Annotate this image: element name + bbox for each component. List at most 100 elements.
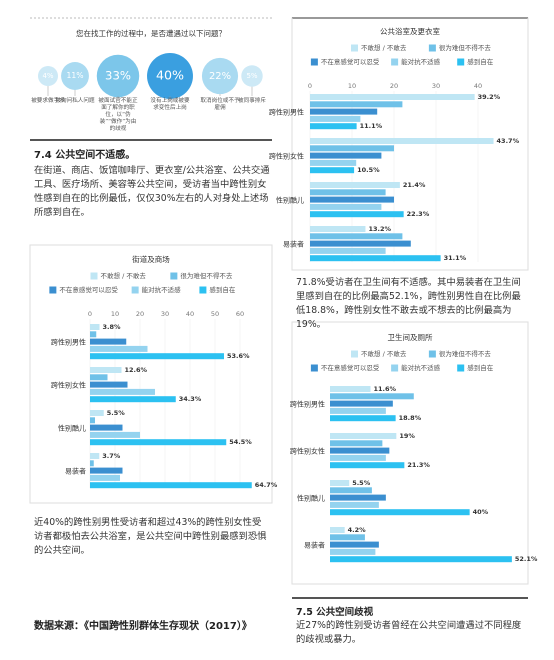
legend-swatch — [391, 58, 399, 66]
value-label: 31.1% — [444, 254, 467, 262]
x-tick-label: 0 — [308, 82, 312, 90]
bubble-caption: 被同事排斥 — [238, 98, 266, 104]
bar — [330, 556, 512, 563]
bar — [90, 460, 94, 467]
paragraph: 71.8%受访者在卫生间有不适感。其中易装者在卫生间里感到自在的比例最高52.1… — [296, 277, 521, 330]
bubble-label: 22% — [209, 71, 231, 82]
category-label: 跨性别女性 — [269, 151, 304, 160]
bar — [330, 386, 371, 392]
x-tick-label: 10 — [111, 310, 119, 318]
bar — [90, 424, 123, 431]
bar — [90, 345, 148, 352]
bar — [330, 534, 365, 541]
chart-frame — [291, 17, 529, 271]
value-label: 64.7% — [255, 481, 278, 489]
legend-swatch — [351, 44, 358, 52]
bar — [330, 407, 386, 414]
value-label: 53.6% — [227, 352, 250, 360]
bar — [330, 494, 386, 501]
bar — [330, 400, 393, 407]
bar — [310, 226, 366, 232]
legend-label: 不敢想 / 不敢去 — [361, 43, 407, 52]
bar — [330, 440, 383, 447]
legend-label: 不在意感觉可以忍受 — [321, 363, 380, 372]
bubble-label: 11% — [66, 71, 83, 80]
bar — [330, 541, 379, 548]
chart-title: 您在找工作的过程中，是否遭遇过以下问题？ — [76, 28, 226, 38]
bar — [310, 189, 386, 196]
x-tick-label: 30 — [432, 82, 440, 90]
x-tick-label: 40 — [186, 310, 194, 318]
value-label: 10.5% — [357, 166, 380, 174]
value-label: 40% — [473, 508, 489, 516]
legend-swatch — [310, 364, 318, 372]
category-label: 跨性别女性 — [290, 446, 325, 455]
bubble-label: 33% — [105, 69, 131, 83]
chart-title: 街道及商场 — [132, 254, 170, 264]
section-heading: 7.4 公共空间不适感。 — [34, 150, 136, 161]
category-label: 易装者 — [65, 466, 86, 475]
category-label: 性别酷儿 — [58, 423, 86, 432]
legend-label: 能对抗不适感 — [401, 363, 441, 372]
category-label: 跨性别男性 — [290, 399, 325, 408]
bar — [310, 203, 382, 210]
category-label: 易装者 — [283, 239, 304, 248]
bar — [90, 453, 100, 459]
bar — [90, 482, 252, 489]
value-label: 21.3% — [407, 461, 430, 469]
bar — [310, 101, 403, 108]
category-label: 性别酷儿 — [297, 493, 325, 502]
legend-label: 很为难但不得不去 — [439, 349, 492, 358]
legend-label: 不敢想 / 不敢去 — [101, 271, 147, 280]
chart-frame — [29, 244, 273, 504]
category-label: 跨性别女性 — [51, 380, 86, 389]
bar — [330, 480, 350, 486]
value-label: 3.8% — [103, 323, 122, 331]
chart-title: 公共浴室及更衣室 — [380, 26, 440, 36]
chart-frame — [291, 321, 529, 585]
x-tick-label: 10 — [348, 82, 356, 90]
x-tick-label: 30 — [161, 310, 169, 318]
bubble — [96, 54, 140, 98]
paragraph: 在街道、商店、饭馆咖啡厅、更衣室/公共浴室、公共交通工具、医疗场所、美容等公共空… — [34, 165, 270, 218]
x-tick-label: 20 — [390, 82, 398, 90]
bar — [310, 240, 411, 247]
value-label: 52.1% — [515, 555, 538, 563]
bar — [310, 167, 355, 174]
x-tick-label: 20 — [136, 310, 144, 318]
value-label: 4.2% — [348, 526, 367, 534]
category-label: 跨性别男性 — [269, 107, 304, 116]
value-label: 21.4% — [403, 181, 426, 189]
bar — [310, 211, 404, 218]
bubble — [241, 65, 263, 87]
bar — [330, 462, 405, 469]
legend-label: 感到自在 — [467, 57, 494, 66]
bar — [90, 467, 123, 474]
bubble-caption: 被面试官不能正面了解你的职位，以“伪装”“做作”为由的歧视 — [98, 98, 138, 132]
bubble-label: 40% — [156, 68, 184, 83]
bar — [90, 338, 127, 345]
legend-label: 很为难但不得不去 — [180, 271, 233, 280]
bar — [330, 548, 376, 555]
value-label: 19% — [399, 432, 415, 440]
legend-swatch — [310, 58, 318, 66]
bar — [310, 115, 361, 122]
legend-label: 不在意感觉可以忍受 — [59, 285, 118, 294]
bar — [330, 527, 345, 533]
bar — [310, 233, 403, 240]
bar — [330, 393, 414, 400]
bar — [330, 415, 396, 422]
value-label: 5.5% — [107, 409, 126, 417]
legend-swatch — [457, 58, 465, 66]
bubble-caption: 被询问私人问题 — [55, 98, 95, 104]
legend-swatch — [131, 286, 139, 294]
legend-label: 很为难但不得不去 — [439, 43, 492, 52]
x-tick-label: 60 — [236, 310, 244, 318]
source: 数据来源：《中国跨性别群体生存现状（2017）》 — [34, 621, 252, 632]
value-label: 22.3% — [407, 210, 430, 218]
bar — [90, 331, 97, 338]
bar — [90, 396, 176, 403]
value-label: 11.1% — [360, 122, 383, 130]
bar — [310, 182, 400, 188]
